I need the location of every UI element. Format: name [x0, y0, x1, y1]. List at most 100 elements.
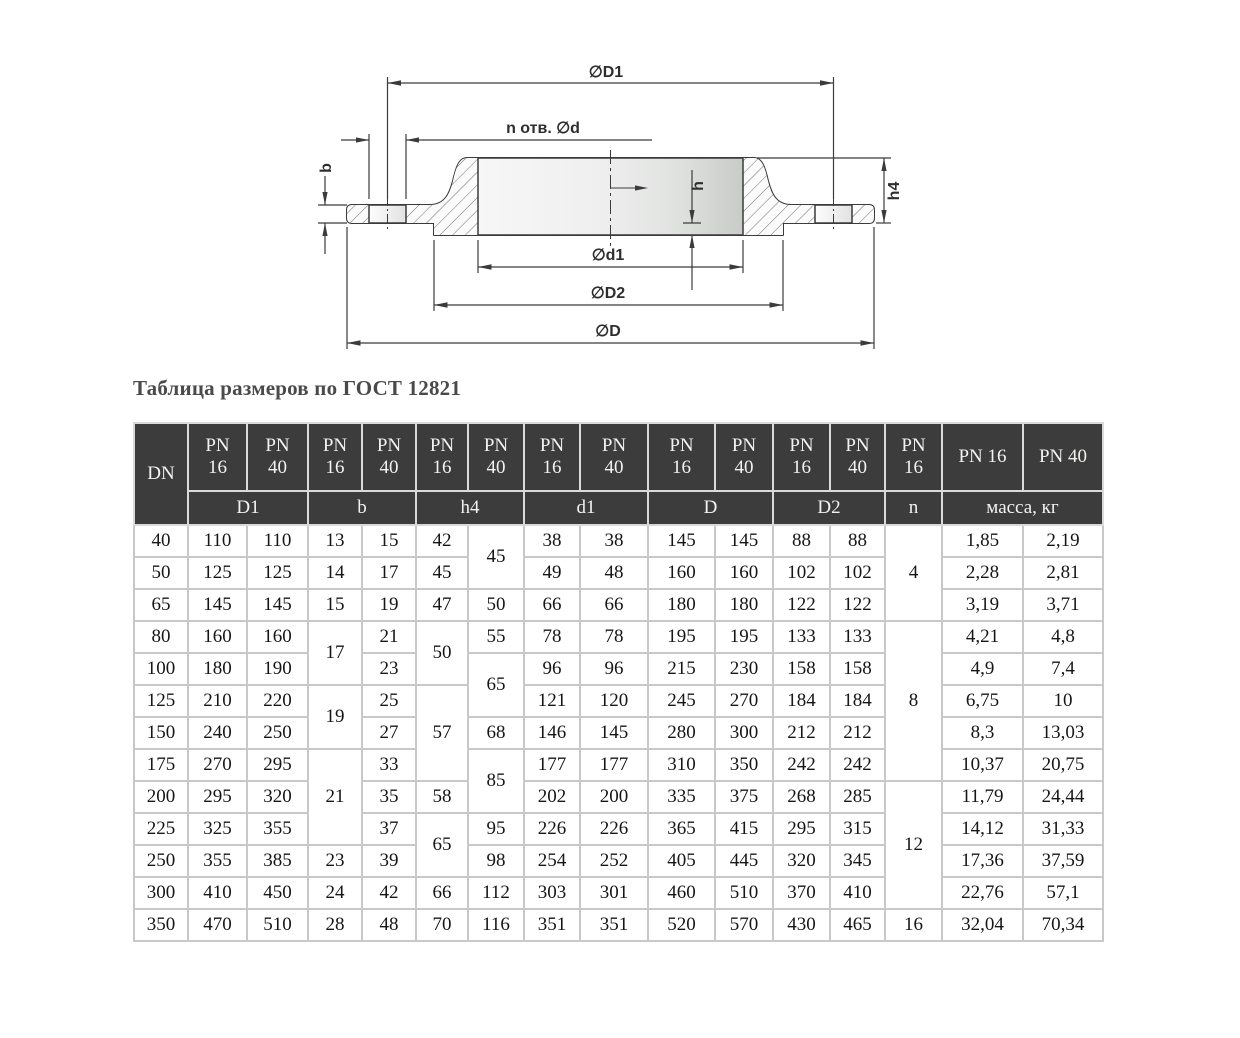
table-cell: 125 — [246, 556, 309, 590]
table-cell: 66 — [415, 876, 469, 910]
table-cell: 4,9 — [941, 652, 1024, 686]
table-cell: 42 — [415, 524, 469, 558]
dim-D2 — [433, 240, 784, 311]
dim-D2-arrow-left — [434, 302, 448, 308]
dim-D1-arrow-left — [387, 80, 401, 86]
table-cell: 19 — [307, 684, 363, 750]
table-cell: 122 — [829, 588, 886, 622]
table-cell: 13 — [307, 524, 363, 558]
table-cell: 520 — [647, 908, 716, 942]
table-row: 150 240 250 27 68 146 145 280 300 212 212 8,3 13,03 — [133, 716, 1104, 750]
table-cell: 350 — [714, 748, 774, 782]
header-cell: масса, кг — [941, 490, 1104, 526]
table-cell: 65 — [415, 812, 469, 878]
table-cell: 23 — [361, 652, 417, 686]
table-cell: 49 — [523, 556, 581, 590]
table-cell: 22,76 — [941, 876, 1024, 910]
table-cell: 351 — [579, 908, 649, 942]
dim-D1 — [386, 77, 835, 199]
table-cell: 405 — [647, 844, 716, 878]
label-h: h — [690, 181, 707, 191]
table-cell: 14 — [307, 556, 363, 590]
dim-h4-arrow-bottom — [881, 210, 887, 223]
dim-D2-arrow-right — [769, 302, 783, 308]
table-cell: 20,75 — [1022, 748, 1104, 782]
flange-drawing-svg: ∅D1 n отв. ∅d b h h4 ∅d1 — [318, 64, 903, 349]
table-cell: 2,28 — [941, 556, 1024, 590]
table-row: 300 410 450 24 42 66 112 303 301 460 510 370 410 22,7… — [133, 876, 1104, 910]
dim-h4-arrow-top — [881, 158, 887, 171]
hatch-right-rim — [852, 205, 874, 223]
table-cell: 23 — [307, 844, 363, 878]
table-cell: 175 — [133, 748, 189, 782]
table-cell: 50 — [467, 588, 525, 622]
table-cell: 177 — [523, 748, 581, 782]
table-cell: 68 — [467, 716, 525, 750]
table-cell: 110 — [246, 524, 309, 558]
header-cell: PN 16 — [884, 422, 943, 492]
dim-holes-arrow-right — [406, 137, 419, 143]
dim-D-arrow-left — [347, 340, 361, 346]
table-cell: 470 — [187, 908, 248, 942]
table-cell: 28 — [307, 908, 363, 942]
table-cell: 355 — [246, 812, 309, 846]
table-cell: 39 — [361, 844, 417, 878]
table-cell: 4,21 — [941, 620, 1024, 654]
table-cell: 7,4 — [1022, 652, 1104, 686]
table-cell: 145 — [714, 524, 774, 558]
table-cell: 250 — [246, 716, 309, 750]
table-cell: 21 — [361, 620, 417, 654]
table-cell: 158 — [772, 652, 831, 686]
header-cell: PN 40 — [246, 422, 309, 492]
table-cell: 300 — [133, 876, 189, 910]
table-cell: 102 — [772, 556, 831, 590]
table-cell: 48 — [579, 556, 649, 590]
table-row: 175 270 295 21 33 85 177 177 310 350 242 242 10,37 20… — [133, 748, 1104, 846]
table-row: 65 145 145 15 19 47 50 66 66 180 180 122 122 3,19 3,71 — [133, 588, 1104, 622]
table-cell: 40 — [133, 524, 189, 558]
table-cell: 6,75 — [941, 684, 1024, 718]
table-cell: 510 — [714, 876, 774, 910]
header-cell: b — [307, 490, 417, 526]
table-cell: 55 — [467, 620, 525, 654]
table-cell: 430 — [772, 908, 831, 942]
label-d1: ∅d1 — [592, 247, 625, 264]
table-cell: 145 — [187, 588, 248, 622]
table-cell: 116 — [467, 908, 525, 942]
table-cell: 4,8 — [1022, 620, 1104, 654]
table-cell: 65 — [133, 588, 189, 622]
table-cell: 27 — [361, 716, 417, 750]
table-cell: 268 — [772, 780, 831, 814]
dim-D1-arrow-right — [820, 80, 834, 86]
table-cell: 160 — [714, 556, 774, 590]
table-cell: 385 — [246, 844, 309, 878]
table-cell: 122 — [772, 588, 831, 622]
label-h4: h4 — [886, 182, 903, 201]
table-row: 250 355 385 23 39 98 254 252 405 445 320 345 17,36 37… — [133, 844, 1104, 878]
dim-b-arrow-top — [322, 192, 328, 205]
table-cell: 98 — [467, 844, 525, 878]
table-cell: 125 — [133, 684, 189, 718]
table-cell: 184 — [829, 684, 886, 718]
table-cell: 242 — [772, 748, 831, 782]
table-row: 40 110 110 13 15 42 45 38 38 145 145 88 88 4 1,85 2,19 — [133, 524, 1104, 622]
table-cell: 295 — [187, 780, 248, 814]
table-cell: 45 — [415, 556, 469, 590]
table-cell: 300 — [714, 716, 774, 750]
table-cell: 150 — [133, 716, 189, 750]
flange-drawing: ∅D1 n отв. ∅d b h h4 ∅d1 — [0, 0, 1240, 362]
table-cell: 215 — [647, 652, 716, 686]
table-cell: 325 — [187, 812, 248, 846]
table-cell: 47 — [415, 588, 469, 622]
hatch-left-neck — [406, 158, 478, 235]
dim-h-arrow-down — [689, 210, 695, 223]
table-cell: 180 — [647, 588, 716, 622]
dim-D — [346, 227, 875, 349]
table-cell: 96 — [523, 652, 581, 686]
table-cell: 270 — [714, 684, 774, 718]
header-cell: h4 — [415, 490, 525, 526]
table-cell: 3,19 — [941, 588, 1024, 622]
table-cell: 445 — [714, 844, 774, 878]
table-cell: 1,85 — [941, 524, 1024, 558]
table-cell: 57 — [415, 684, 469, 782]
